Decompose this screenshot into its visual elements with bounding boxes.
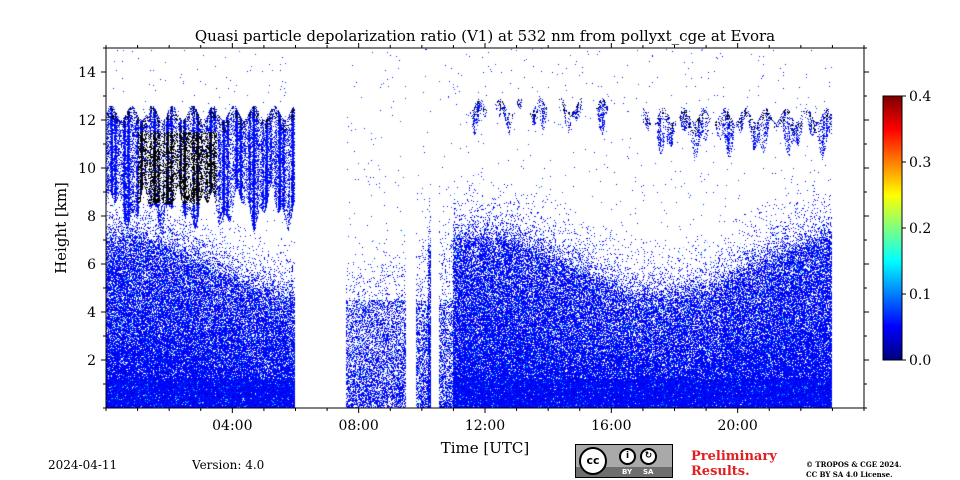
y-tick-label: 14 <box>78 65 96 81</box>
x-axis-label: Time [UTC] <box>441 439 530 457</box>
colorbar-tick-label: 0.3 <box>909 155 931 171</box>
footer-version: Version: 4.0 <box>192 458 265 472</box>
preliminary-line1: Preliminary <box>691 449 777 464</box>
x-tick-label: 12:00 <box>465 418 505 434</box>
colorbar-gradient <box>883 96 902 360</box>
x-tick-label: 08:00 <box>338 418 378 434</box>
colorbar-tick-label: 0.2 <box>909 221 931 237</box>
y-tick-label: 8 <box>87 209 96 225</box>
colorbar-tick-label: 0.1 <box>909 287 931 303</box>
copyright-line2: CC BY SA 4.0 License. <box>806 470 893 479</box>
y-axis: 2 4 6 8 10 12 14 <box>78 47 869 409</box>
attribution-icon: i <box>619 448 636 465</box>
footer-date: 2024-04-11 <box>48 458 118 472</box>
share-alike-icon: ↻ <box>640 448 657 465</box>
x-axis: 04:00 08:00 12:00 16:00 20:00 <box>105 43 865 434</box>
y-tick-label: 10 <box>78 161 96 177</box>
colorbar-tick-label: 0.4 <box>909 89 931 105</box>
cc-sa-label: SA <box>643 468 654 476</box>
y-tick-label: 2 <box>87 353 96 369</box>
copyright-line1: © TROPOS & CGE 2024. <box>806 460 902 469</box>
preliminary-line2: Results. <box>691 464 750 479</box>
x-tick-label: 04:00 <box>212 418 252 434</box>
y-axis-label: Height [km] <box>52 182 70 274</box>
colorbar-ticks: 0.0 0.1 0.2 0.3 0.4 <box>902 89 931 369</box>
y-tick-label: 6 <box>87 257 96 273</box>
colorbar: 0.0 0.1 0.2 0.3 0.4 <box>882 89 931 369</box>
cc-license-badge: cc i ↻ BY SA <box>575 444 673 478</box>
cc-icon: cc <box>579 447 607 475</box>
y-tick-label: 4 <box>87 305 96 321</box>
chart-title: Quasi particle depolarization ratio (V1)… <box>195 27 775 45</box>
y-tick-label: 12 <box>78 113 96 129</box>
cc-by-label: BY <box>622 468 633 476</box>
depolarization-heatmap <box>106 48 864 408</box>
x-tick-label: 20:00 <box>717 418 757 434</box>
plot-area <box>105 47 865 409</box>
preliminary-notice: Preliminary Results. <box>691 449 777 479</box>
colorbar-tick-label: 0.0 <box>909 353 931 369</box>
copyright-notice: © TROPOS & CGE 2024. CC BY SA 4.0 Licens… <box>806 460 901 480</box>
x-tick-label: 16:00 <box>591 418 631 434</box>
